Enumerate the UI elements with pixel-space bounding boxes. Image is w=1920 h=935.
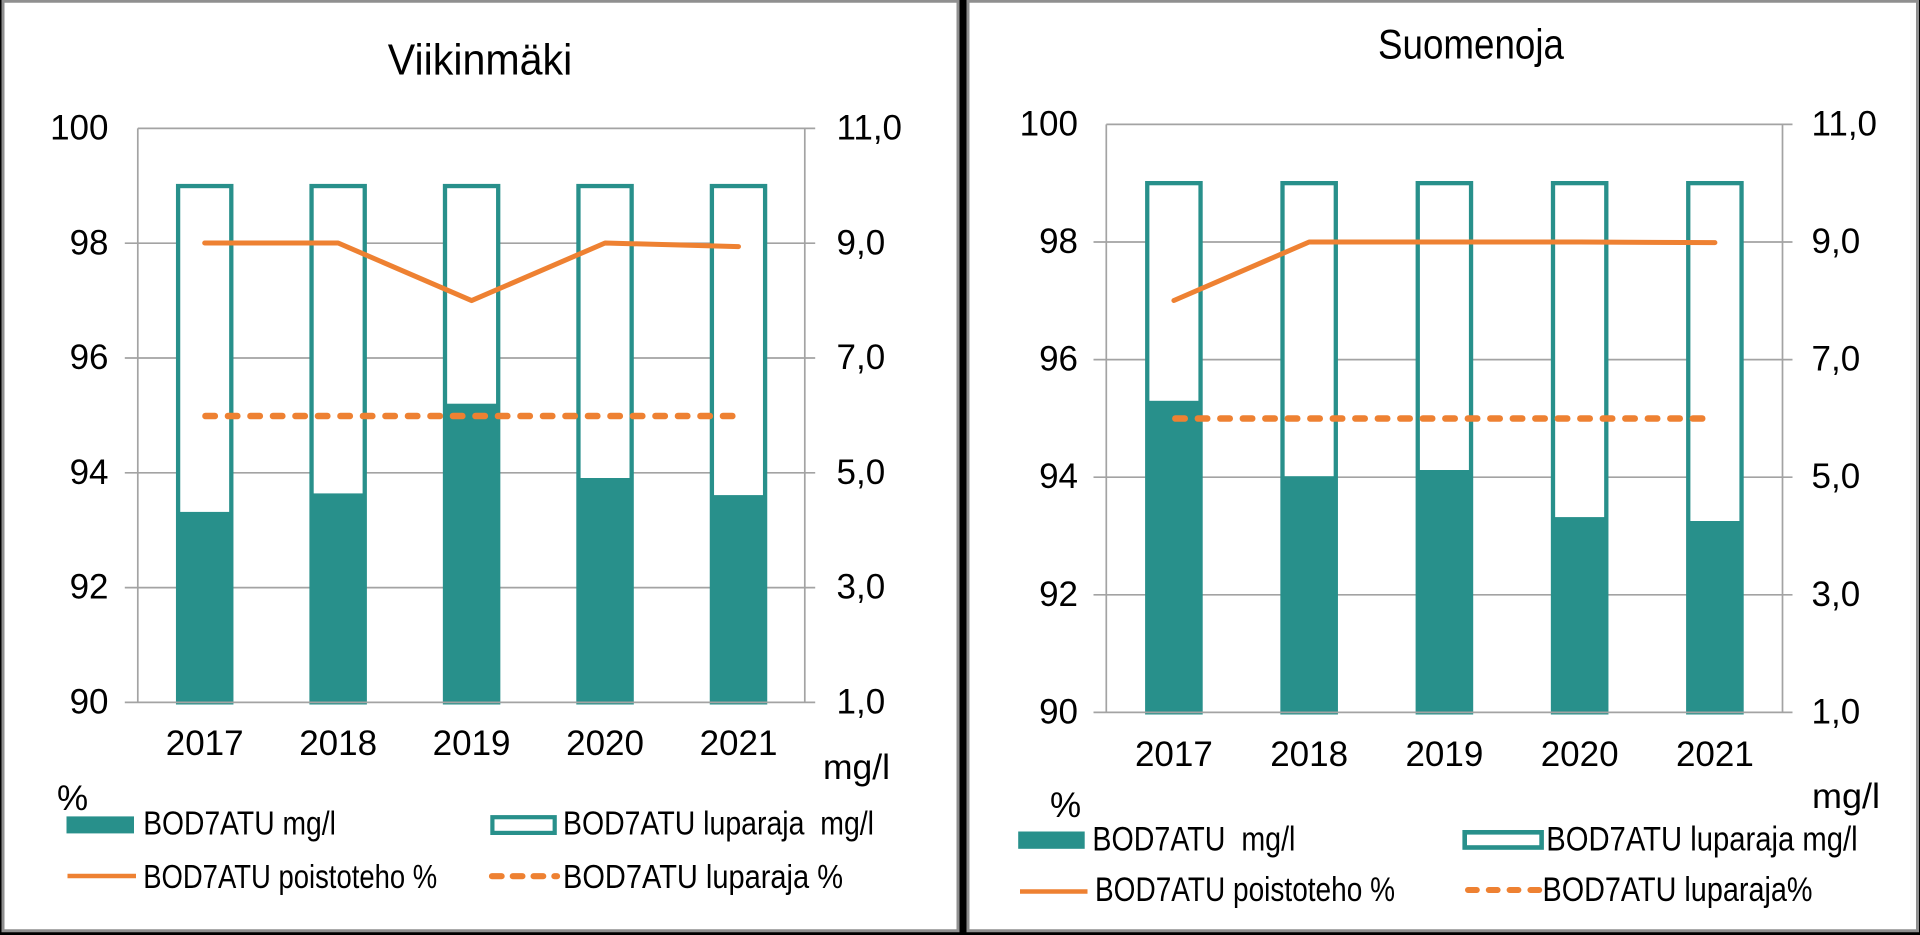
svg-text:90: 90 [70, 683, 109, 722]
svg-text:mg/l: mg/l [823, 748, 890, 787]
svg-text:BOD7ATU mg/l: BOD7ATU mg/l [1092, 820, 1295, 858]
svg-text:98: 98 [1039, 222, 1078, 261]
svg-text:100: 100 [1020, 104, 1078, 143]
svg-text:BOD7ATU luparaja mg/l: BOD7ATU luparaja mg/l [563, 805, 874, 842]
svg-text:7,0: 7,0 [837, 338, 886, 377]
svg-text:2018: 2018 [1270, 735, 1348, 774]
svg-text:96: 96 [1039, 340, 1078, 379]
svg-text:100: 100 [50, 109, 108, 148]
svg-text:1,0: 1,0 [1812, 692, 1861, 731]
svg-text:2019: 2019 [433, 724, 511, 763]
svg-text:94: 94 [1039, 457, 1078, 496]
svg-text:2020: 2020 [566, 724, 644, 763]
svg-text:98: 98 [70, 223, 109, 262]
svg-text:2018: 2018 [299, 724, 377, 763]
svg-text:BOD7ATU luparaja%: BOD7ATU luparaja% [1543, 871, 1813, 909]
svg-text:Suomenoja: Suomenoja [1378, 21, 1565, 68]
svg-text:BOD7ATU poistoteho %: BOD7ATU poistoteho % [143, 859, 437, 896]
svg-text:11,0: 11,0 [837, 109, 903, 148]
svg-text:2017: 2017 [166, 724, 244, 763]
svg-text:3,0: 3,0 [837, 568, 886, 607]
svg-text:2020: 2020 [1541, 735, 1619, 774]
svg-text:1,0: 1,0 [837, 683, 886, 722]
svg-text:9,0: 9,0 [837, 223, 886, 262]
svg-text:%: % [1050, 786, 1081, 825]
svg-text:2021: 2021 [700, 724, 778, 763]
svg-text:%: % [57, 779, 88, 818]
svg-text:90: 90 [1039, 692, 1078, 731]
svg-text:2019: 2019 [1405, 735, 1483, 774]
svg-text:9,0: 9,0 [1812, 222, 1861, 261]
svg-text:mg/l: mg/l [1812, 777, 1880, 816]
svg-text:11,0: 11,0 [1812, 104, 1878, 143]
svg-text:2017: 2017 [1135, 735, 1213, 774]
svg-text:BOD7ATU poistoteho %: BOD7ATU poistoteho % [1095, 871, 1395, 909]
svg-text:96: 96 [70, 338, 109, 377]
svg-text:2021: 2021 [1676, 735, 1754, 774]
svg-text:BOD7ATU luparaja mg/l: BOD7ATU luparaja mg/l [1546, 820, 1858, 858]
svg-text:94: 94 [70, 453, 109, 492]
svg-text:BOD7ATU luparaja %: BOD7ATU luparaja % [563, 859, 843, 896]
svg-text:5,0: 5,0 [1812, 457, 1861, 496]
svg-text:3,0: 3,0 [1812, 575, 1861, 614]
svg-text:92: 92 [1039, 575, 1078, 614]
svg-text:92: 92 [70, 568, 109, 607]
svg-text:Viikinmäki: Viikinmäki [388, 37, 573, 85]
svg-text:7,0: 7,0 [1812, 340, 1861, 379]
svg-text:5,0: 5,0 [837, 453, 886, 492]
svg-text:BOD7ATU mg/l: BOD7ATU mg/l [143, 806, 336, 843]
